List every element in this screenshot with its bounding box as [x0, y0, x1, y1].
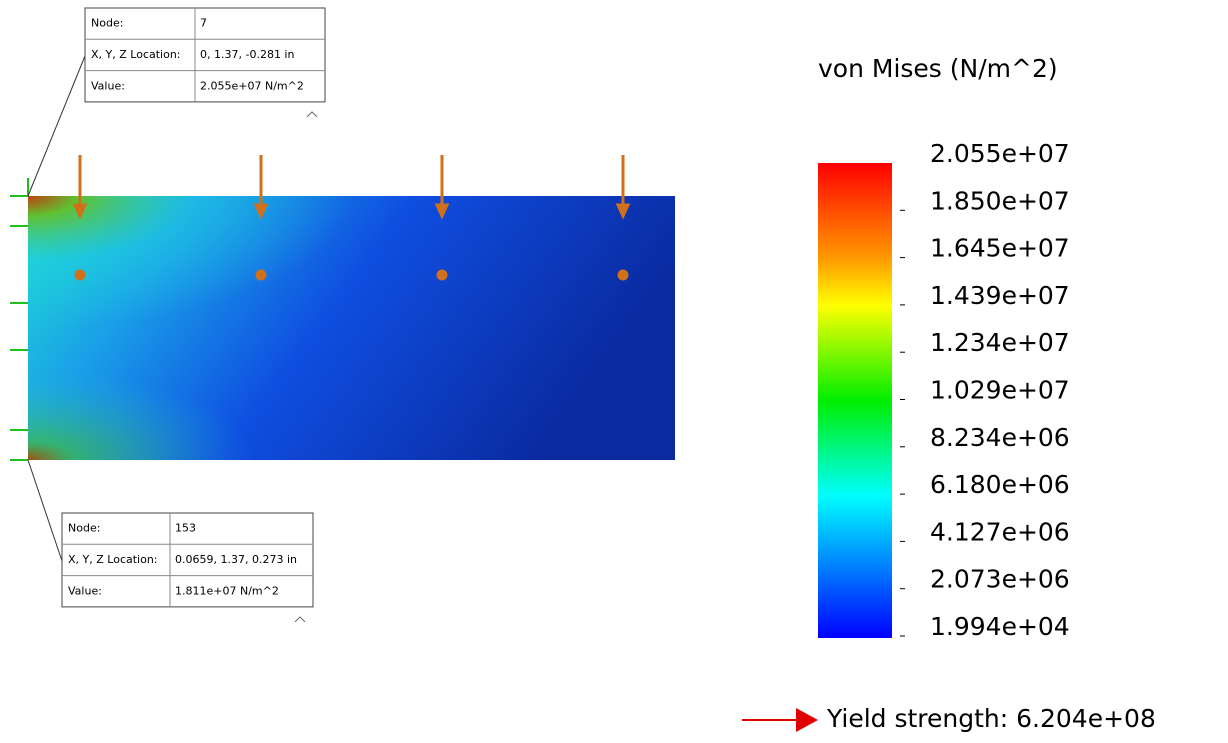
probe-value: 1.811e+07 N/m^2	[175, 584, 279, 597]
probe-value: 0, 1.37, -0.281 in	[200, 48, 294, 61]
yield-marker	[742, 708, 818, 732]
probe-value: 7	[200, 17, 207, 30]
legend-label: 1.029e+07	[930, 376, 1070, 405]
legend-label: 1.234e+07	[930, 328, 1070, 357]
collapse-caret	[295, 617, 305, 622]
model	[10, 56, 675, 561]
collapse-caret	[307, 112, 317, 117]
legend-label: 4.127e+06	[930, 517, 1070, 546]
probe-label: Value:	[68, 584, 102, 597]
legend-label: 6.180e+06	[930, 470, 1070, 499]
probe-label: Value:	[91, 79, 125, 92]
probe-label: X, Y, Z Location:	[91, 48, 181, 61]
legend-label: 1.439e+07	[930, 281, 1070, 310]
probe-box: Node: 7 X, Y, Z Location: 0, 1.37, -0.281 i…	[85, 8, 325, 117]
screen: Node: 7 X, Y, Z Location: 0, 1.37, -0.281 i…	[0, 0, 1228, 743]
legend-label: 2.055e+07	[930, 139, 1070, 168]
legend-label: 2.073e+06	[930, 565, 1070, 594]
color-bar	[818, 163, 892, 638]
legend-label: 1.645e+07	[930, 234, 1070, 263]
legend-title: von Mises (N/m^2)	[818, 54, 1058, 83]
legend-label: 1.994e+04	[930, 612, 1070, 641]
probe-value: 153	[175, 522, 196, 535]
legend-label: 8.234e+06	[930, 423, 1070, 452]
probe-label: Node:	[68, 522, 100, 535]
probe-value: 2.055e+07 N/m^2	[200, 79, 304, 92]
legend-label: 1.850e+07	[930, 186, 1070, 215]
probe-box: Node: 153 X, Y, Z Location: 0.0659, 1.37, 0…	[62, 513, 313, 622]
yield-strength: Yield strength: 6.204e+08	[826, 704, 1156, 733]
probe-value: 0.0659, 1.37, 0.273 in	[175, 553, 297, 566]
probe-label: X, Y, Z Location:	[68, 553, 158, 566]
probe-label: Node:	[91, 17, 123, 30]
